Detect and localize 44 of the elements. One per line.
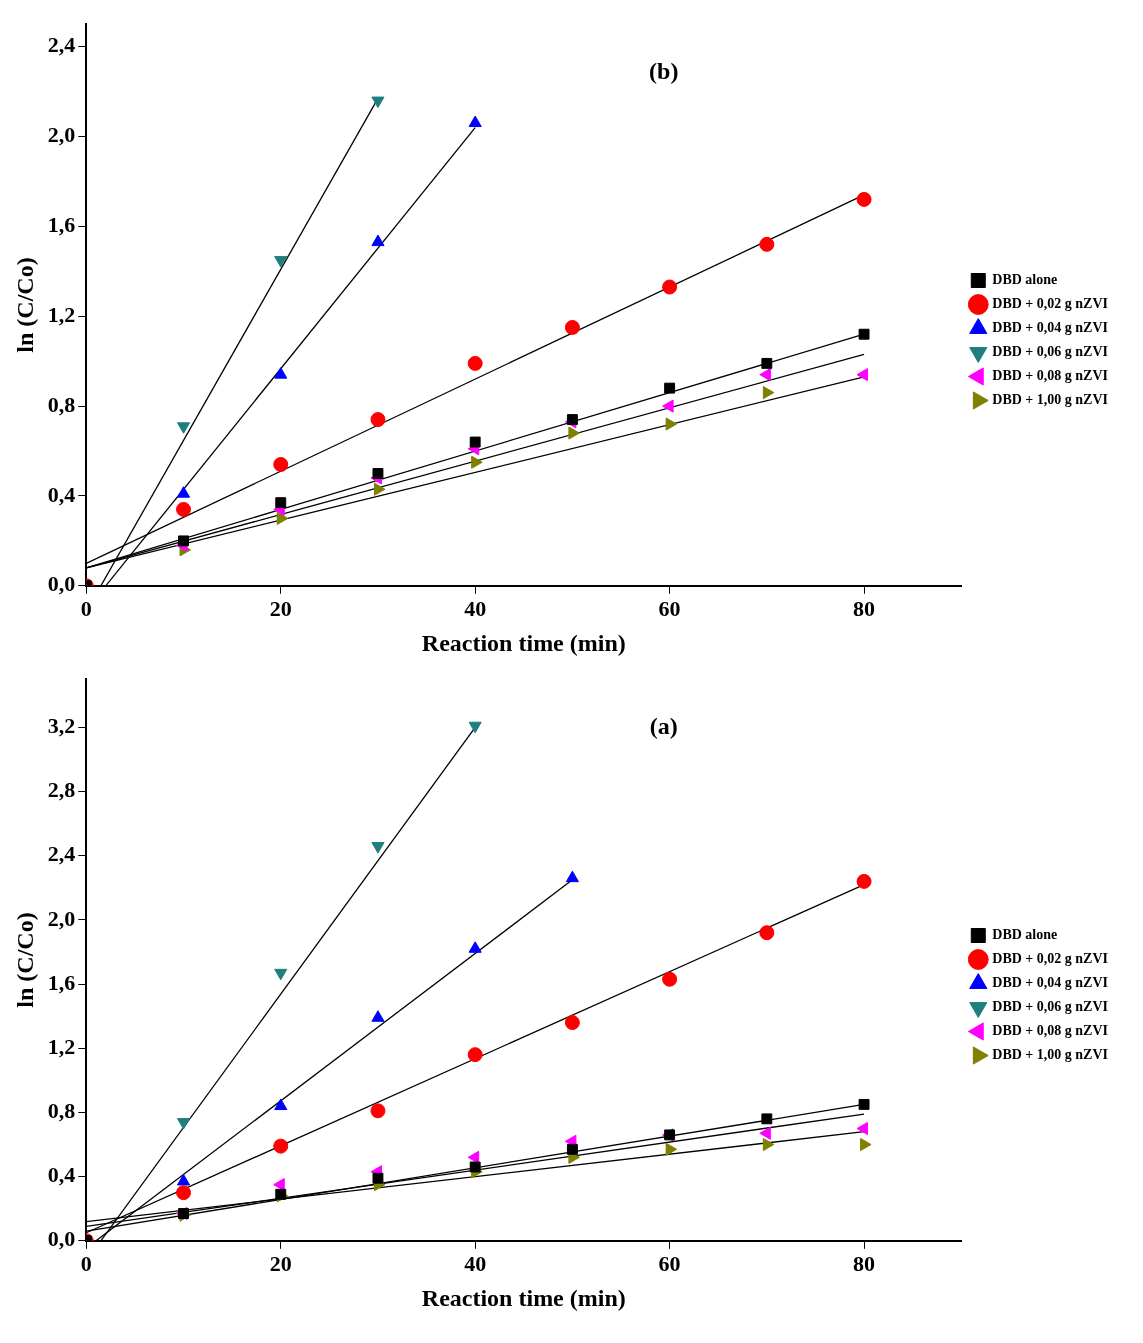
x-tick-label: 0: [80, 1250, 92, 1276]
annotation: (a): [649, 713, 678, 740]
legend-label: DBD + 0,08 g nZVI: [992, 368, 1108, 384]
x-axis-title: Reaction time (min): [421, 1284, 626, 1311]
x-axis-title: Reaction time (min): [421, 629, 626, 656]
legend-label: DBD + 0,02 g nZVI: [992, 296, 1108, 312]
y-tick-label: 3,2: [47, 713, 76, 739]
x-tick-label: 40: [464, 1250, 487, 1276]
y-tick-label: 2,0: [47, 122, 76, 148]
x-tick-label: 20: [269, 1250, 292, 1276]
y-axis-title: ln (C/Co): [11, 912, 38, 1008]
y-tick-label: 1,2: [47, 1033, 76, 1059]
legend-label: DBD + 1,00 g nZVI: [992, 392, 1108, 408]
x-tick-label: 60: [658, 595, 681, 621]
legend-label: DBD + 1,00 g nZVI: [992, 1047, 1108, 1063]
x-tick-label: 20: [269, 595, 292, 621]
legend-label: DBD + 0,06 g nZVI: [992, 999, 1108, 1015]
y-tick-label: 2,4: [47, 841, 76, 867]
legend-label: DBD + 0,02 g nZVI: [992, 951, 1108, 967]
x-tick-label: 80: [853, 595, 876, 621]
x-tick-label: 80: [853, 1250, 876, 1276]
x-tick-label: 60: [658, 1250, 681, 1276]
legend-label: DBD + 0,04 g nZVI: [992, 320, 1108, 336]
legend-label: DBD + 0,06 g nZVI: [992, 344, 1108, 360]
y-tick-label: 1,6: [47, 212, 76, 238]
legend-label: DBD + 0,04 g nZVI: [992, 975, 1108, 991]
legend-label: DBD + 0,08 g nZVI: [992, 1023, 1108, 1039]
y-tick-label: 0,4: [47, 1162, 76, 1188]
x-tick-label: 40: [464, 595, 487, 621]
legend-label: DBD alone: [992, 272, 1058, 288]
y-tick-label: 1,2: [47, 301, 76, 327]
y-tick-label: 2,4: [47, 32, 76, 58]
y-tick-label: 0,0: [47, 571, 76, 597]
y-tick-label: 2,0: [47, 905, 76, 931]
y-tick-label: 0,4: [47, 481, 76, 507]
x-tick-label: 0: [80, 595, 92, 621]
y-tick-label: 0,8: [47, 391, 76, 417]
y-tick-label: 0,8: [47, 1098, 76, 1124]
y-tick-label: 0,0: [47, 1226, 76, 1252]
y-tick-label: 1,6: [47, 969, 76, 995]
annotation: (b): [649, 58, 679, 85]
y-tick-label: 2,8: [47, 777, 76, 803]
y-axis-title: ln (C/Co): [11, 257, 38, 353]
legend-label: DBD alone: [992, 927, 1058, 943]
